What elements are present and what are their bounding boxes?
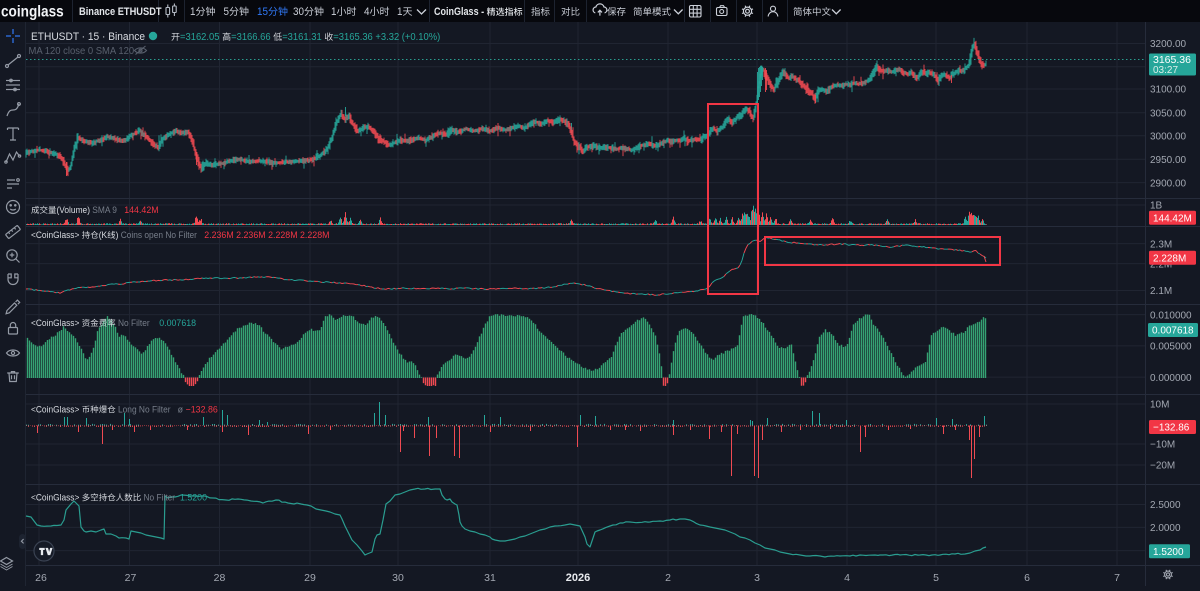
svg-text:No Filter: No Filter xyxy=(118,318,154,328)
svg-text:3165.36: 3165.36 xyxy=(1153,54,1191,66)
svg-text:Binance ETHUSDT: Binance ETHUSDT xyxy=(79,6,162,18)
svg-text:ø: ø xyxy=(175,405,185,416)
svg-text:2.5000: 2.5000 xyxy=(1150,499,1181,511)
svg-text:2: 2 xyxy=(665,572,671,584)
svg-text:2.3M: 2.3M xyxy=(1150,238,1172,250)
svg-text:1B: 1B xyxy=(1150,200,1162,212)
svg-text:<CoinGlass>: <CoinGlass> xyxy=(31,405,82,415)
svg-text:0.010000: 0.010000 xyxy=(1150,309,1192,321)
svg-text:0.000000: 0.000000 xyxy=(1150,372,1192,384)
svg-text:15: 15 xyxy=(257,6,268,18)
svg-text:6: 6 xyxy=(1024,572,1030,584)
svg-text:2900.00: 2900.00 xyxy=(1150,177,1186,189)
svg-text:3000.00: 3000.00 xyxy=(1150,131,1186,143)
svg-text:1: 1 xyxy=(331,6,337,18)
svg-text:=3162.05: =3162.05 xyxy=(180,32,222,43)
svg-text:SMA 9: SMA 9 xyxy=(92,205,119,215)
svg-text:No Filter: No Filter xyxy=(144,493,178,503)
svg-text:28: 28 xyxy=(214,572,226,584)
svg-text:Coins open No Filter: Coins open No Filter xyxy=(121,230,200,240)
svg-text:=3166.66: =3166.66 xyxy=(231,32,273,43)
svg-text:2.236M 2.236M 2.228M 2.228M: 2.236M 2.236M 2.228M 2.228M xyxy=(199,230,329,241)
svg-text:−10M: −10M xyxy=(1150,439,1175,451)
svg-text:<CoinGlass>: <CoinGlass> xyxy=(31,493,82,503)
svg-text:CoinGlass -: CoinGlass - xyxy=(434,6,487,18)
svg-text:2.1M: 2.1M xyxy=(1150,285,1172,297)
svg-text:MA 120 close 0 SMA 120: MA 120 close 0 SMA 120 xyxy=(29,45,135,57)
svg-text:2950.00: 2950.00 xyxy=(1150,154,1186,166)
svg-text:5: 5 xyxy=(933,572,939,584)
svg-text:03:27: 03:27 xyxy=(1153,65,1178,76)
svg-text:1.5200: 1.5200 xyxy=(178,493,208,504)
svg-text:−20M: −20M xyxy=(1150,460,1175,472)
svg-text:<CoinGlass>: <CoinGlass> xyxy=(31,318,82,328)
svg-text:30: 30 xyxy=(293,6,304,18)
svg-text:0.005000: 0.005000 xyxy=(1150,341,1192,353)
svg-text:1: 1 xyxy=(397,6,403,18)
svg-text:26: 26 xyxy=(35,572,47,584)
svg-text:<CoinGlass>: <CoinGlass> xyxy=(31,230,82,240)
svg-text:(K: (K xyxy=(99,230,107,240)
svg-text:144.42M: 144.42M xyxy=(119,205,158,216)
svg-text:Long No Filter: Long No Filter xyxy=(118,405,175,415)
svg-text:27: 27 xyxy=(125,572,137,584)
svg-text:10M: 10M xyxy=(1150,399,1169,411)
svg-text:7: 7 xyxy=(1114,572,1120,584)
svg-text:30: 30 xyxy=(392,572,404,584)
svg-text:=3165.36 +3.32 (+0.10%): =3165.36 +3.32 (+0.10%) xyxy=(333,32,440,43)
svg-text:3: 3 xyxy=(754,572,760,584)
svg-text:4: 4 xyxy=(844,572,850,584)
svg-text:coinglass: coinglass xyxy=(1,4,64,21)
svg-text:−132.86: −132.86 xyxy=(1153,422,1189,434)
svg-text:29: 29 xyxy=(304,572,316,584)
svg-text:144.42M: 144.42M xyxy=(1153,213,1192,225)
svg-text:=3161.31: =3161.31 xyxy=(282,32,324,43)
svg-text:2.0000: 2.0000 xyxy=(1150,522,1181,534)
svg-text:31: 31 xyxy=(484,572,496,584)
svg-text:ETHUSDT · 15 · Binance: ETHUSDT · 15 · Binance xyxy=(31,31,145,43)
svg-text:0.007618: 0.007618 xyxy=(1152,325,1194,337)
svg-text:3050.00: 3050.00 xyxy=(1150,108,1186,120)
svg-text:0.007618: 0.007618 xyxy=(154,318,196,329)
svg-text:3200.00: 3200.00 xyxy=(1150,38,1186,50)
svg-text:4: 4 xyxy=(364,6,370,18)
svg-text:2026: 2026 xyxy=(566,572,590,584)
svg-text:(Volume): (Volume) xyxy=(57,205,93,215)
svg-text:2.228M: 2.228M xyxy=(1153,253,1186,265)
svg-text:5: 5 xyxy=(224,6,230,18)
svg-text:): ) xyxy=(116,230,121,240)
svg-text:1: 1 xyxy=(190,6,196,18)
svg-text:1.5200: 1.5200 xyxy=(1153,546,1184,558)
svg-text:3100.00: 3100.00 xyxy=(1150,84,1186,96)
svg-text:−132.86: −132.86 xyxy=(186,405,218,416)
